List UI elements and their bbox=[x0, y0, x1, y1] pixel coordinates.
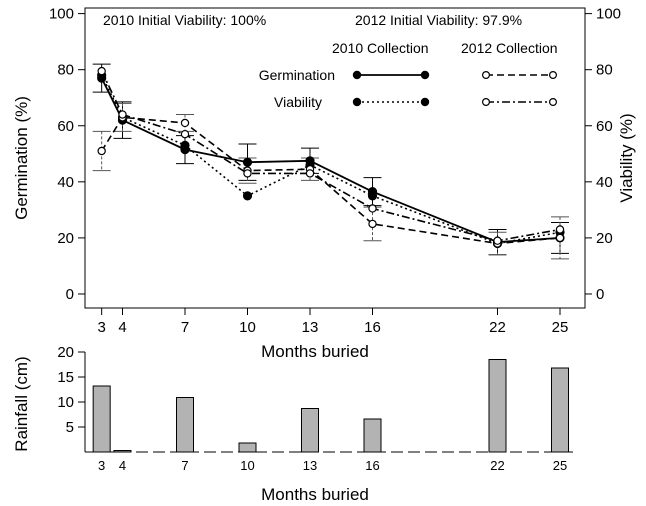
x-tick-label-25: 25 bbox=[552, 319, 569, 336]
y-axis-title-left: Germination (%) bbox=[12, 96, 31, 220]
y-tick-label-left-20: 20 bbox=[57, 230, 74, 247]
series-lines bbox=[100, 70, 561, 245]
legend-marker-g2012-0 bbox=[482, 70, 491, 79]
legend: 2010 Collection 2012 Collection Germinat… bbox=[259, 40, 558, 110]
x-axis-title: Months buried bbox=[261, 342, 369, 361]
rainfall-x-axis: 3 4 7 10 13 16 22 25 bbox=[98, 458, 567, 473]
y-tick-label-right-80: 80 bbox=[596, 62, 613, 79]
rainfall-chart: 5 10 15 20 3 4 7 10 13 16 22 25 Rainfall (cm) Mont… bbox=[12, 344, 577, 504]
x-tick-label-22: 22 bbox=[489, 319, 506, 336]
y-axis-left: 0 20 40 60 80 100 bbox=[49, 6, 85, 303]
point-v2012-10 bbox=[243, 169, 252, 178]
rainfall-y-tick-label-20: 20 bbox=[57, 344, 74, 361]
rainfall-y-axis-title: Rainfall (cm) bbox=[12, 356, 31, 451]
x-tick-label-7: 7 bbox=[181, 319, 189, 336]
point-g2010-10 bbox=[242, 157, 253, 167]
point-v2010-16 bbox=[367, 191, 378, 201]
point-v2012-22 bbox=[493, 236, 502, 245]
point-g2012-7 bbox=[180, 118, 190, 128]
y-tick-label-right-20: 20 bbox=[596, 230, 613, 247]
rainfall-bar-16 bbox=[363, 418, 382, 453]
x-tick-label-10: 10 bbox=[239, 319, 256, 336]
y-tick-label-right-40: 40 bbox=[596, 174, 613, 191]
rainfall-bars bbox=[92, 359, 569, 453]
y-tick-label-left-80: 80 bbox=[57, 62, 74, 79]
legend-header-2012: 2012 Collection bbox=[461, 40, 558, 56]
legend-marker-v2012-0 bbox=[482, 97, 491, 106]
y-tick-label-right-60: 60 bbox=[596, 118, 613, 135]
x-tick-label-13: 13 bbox=[302, 319, 319, 336]
legend-label-germination: Germination bbox=[259, 67, 335, 83]
rainfall-x-tick-label-16: 16 bbox=[365, 458, 379, 473]
legend-marker-v2012-1 bbox=[548, 97, 557, 106]
y-tick-label-right-0: 0 bbox=[596, 286, 604, 303]
x-tick-label-4: 4 bbox=[118, 319, 126, 336]
x-tick-label-16: 16 bbox=[364, 319, 381, 336]
rainfall-y-tick-label-15: 15 bbox=[57, 369, 74, 386]
rainfall-x-tick-label-10: 10 bbox=[240, 458, 254, 473]
legend-keys bbox=[352, 70, 557, 107]
rainfall-bar-7 bbox=[176, 397, 194, 453]
legend-label-viability: Viability bbox=[274, 94, 322, 110]
point-g2012-3 bbox=[97, 146, 106, 156]
y-tick-label-left-40: 40 bbox=[57, 174, 74, 191]
point-v2012-7 bbox=[180, 129, 190, 139]
rainfall-x-tick-label-7: 7 bbox=[181, 458, 188, 473]
point-g2012-16 bbox=[368, 219, 377, 229]
line-g2010 bbox=[100, 77, 561, 244]
point-v2010-7 bbox=[180, 140, 190, 150]
legend-marker-g2010-1 bbox=[420, 70, 430, 80]
rainfall-bar-13 bbox=[301, 408, 319, 453]
rainfall-bar-10 bbox=[238, 442, 257, 453]
point-g2012-25 bbox=[555, 233, 565, 243]
point-v2012-3 bbox=[97, 66, 106, 76]
point-v2012-4 bbox=[118, 110, 127, 119]
x-tick-label-3: 3 bbox=[97, 319, 105, 336]
rainfall-bar-22 bbox=[488, 359, 507, 453]
legend-marker-g2010-0 bbox=[352, 70, 362, 80]
line-v2012 bbox=[100, 70, 561, 242]
rainfall-x-tick-label-25: 25 bbox=[553, 458, 567, 473]
rainfall-y-tick-label-5: 5 bbox=[66, 419, 74, 436]
plot-frame bbox=[84, 7, 586, 309]
rainfall-x-tick-label-22: 22 bbox=[490, 458, 504, 473]
legend-marker-v2010-0 bbox=[352, 97, 362, 107]
error-bars bbox=[92, 63, 569, 260]
annotation-2010-initial-viability: 2010 Initial Viability: 100% bbox=[103, 12, 266, 28]
y-axis-title-right: Viability (%) bbox=[617, 113, 636, 202]
rainfall-bar-25 bbox=[551, 367, 569, 453]
rainfall-x-tick-label-4: 4 bbox=[119, 458, 126, 473]
point-v2012-25 bbox=[555, 225, 565, 234]
line-g2012 bbox=[100, 116, 561, 245]
rainfall-x-axis-title: Months buried bbox=[261, 485, 369, 504]
legend-marker-v2010-1 bbox=[420, 97, 430, 107]
x-axis: 3 4 7 10 13 16 22 25 bbox=[97, 308, 568, 336]
point-v2012-13 bbox=[305, 169, 315, 178]
point-v2012-16 bbox=[368, 204, 377, 213]
point-v2010-10 bbox=[242, 191, 253, 201]
series-points bbox=[97, 66, 565, 249]
legend-header-2010: 2010 Collection bbox=[332, 40, 429, 56]
rainfall-x-tick-label-13: 13 bbox=[303, 458, 317, 473]
rainfall-y-tick-label-10: 10 bbox=[57, 394, 74, 411]
y-tick-label-left-60: 60 bbox=[57, 118, 74, 135]
rainfall-x-tick-label-3: 3 bbox=[98, 458, 105, 473]
rainfall-bar-4 bbox=[113, 450, 132, 453]
line-v2010 bbox=[100, 74, 561, 245]
y-tick-label-right-100: 100 bbox=[596, 6, 621, 23]
y-tick-label-left-100: 100 bbox=[49, 6, 74, 23]
rainfall-bar-3 bbox=[92, 385, 111, 453]
y-axis-right: 0 20 40 60 80 100 bbox=[585, 6, 621, 303]
y-tick-label-left-0: 0 bbox=[66, 286, 74, 303]
legend-marker-g2012-1 bbox=[548, 70, 557, 79]
annotation-2012-initial-viability: 2012 Initial Viability: 97.9% bbox=[355, 12, 522, 28]
